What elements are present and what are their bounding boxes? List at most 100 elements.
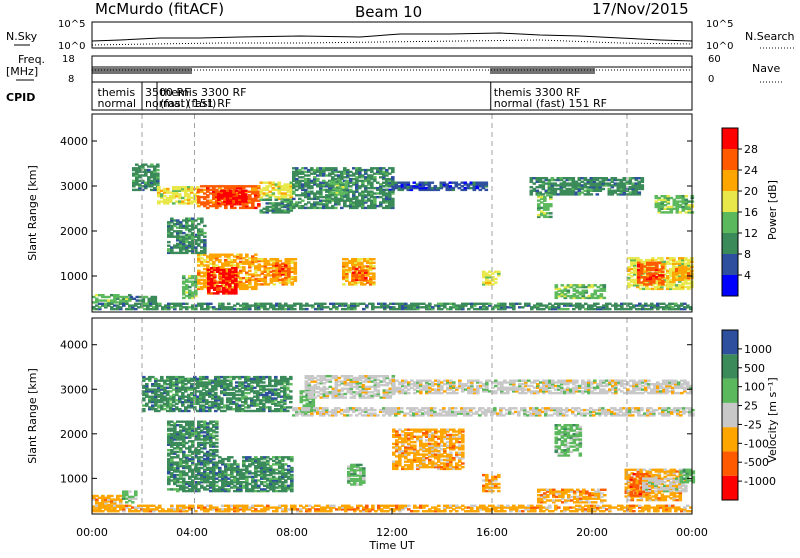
- echo-cell: [156, 164, 160, 166]
- echo-cell: [234, 278, 238, 280]
- echo-cell: [372, 262, 376, 264]
- echo-cell: [154, 296, 158, 298]
- echo-cell: [279, 260, 283, 262]
- echo-cell: [167, 241, 171, 243]
- echo-cell: [301, 200, 305, 202]
- freq-unit: [MHz]: [6, 65, 38, 78]
- echo-cell: [203, 225, 207, 227]
- echo-cell: [134, 498, 138, 500]
- echo-cell: [145, 383, 149, 385]
- echo-cell: [602, 188, 606, 190]
- echo-cell: [672, 257, 676, 259]
- echo-cell: [549, 194, 553, 196]
- echo-cell: [371, 303, 375, 305]
- nave-tick-top: 60: [708, 54, 721, 65]
- echo-cell: [196, 186, 200, 188]
- echo-cell: [182, 275, 186, 277]
- nsearch-tick-top: 10^5: [706, 19, 733, 30]
- echo-cell: [185, 303, 189, 305]
- echo-cell: [661, 271, 665, 273]
- echo-cell: [272, 192, 276, 194]
- echo-cell: [203, 236, 207, 238]
- echo-cell: [585, 290, 589, 292]
- echo-cell: [134, 490, 138, 492]
- echo-cell: [234, 283, 238, 285]
- echo-cell: [661, 263, 665, 265]
- echo-cell: [221, 303, 225, 305]
- echo-cell: [600, 293, 604, 295]
- nsky-line: [92, 33, 692, 41]
- beam-title: Beam 10: [355, 3, 422, 21]
- echo-cell: [638, 191, 642, 193]
- echo-cell: [254, 254, 258, 256]
- nsky-label: N.Sky: [6, 30, 38, 43]
- echo-cell: [131, 501, 135, 503]
- echo-cell: [158, 303, 162, 305]
- echo-cell: [345, 191, 349, 193]
- echo-cell: [623, 177, 627, 179]
- colorbar-segment: [722, 275, 738, 296]
- echo-cell: [200, 218, 204, 220]
- nave-tick-bottom: 0: [708, 74, 714, 85]
- date-title: 17/Nov/2015: [592, 0, 689, 18]
- echo-cell: [233, 460, 237, 462]
- echo-cell: [233, 207, 237, 209]
- echo-cell: [156, 169, 160, 171]
- echo-cell: [391, 198, 395, 200]
- freq-dense-block-a: [92, 68, 192, 74]
- cpid-entry-line2: (fast) 151 RF: [160, 97, 231, 110]
- echo-cell: [244, 193, 248, 195]
- echo-cell: [269, 199, 273, 201]
- echo-cell: [294, 258, 298, 260]
- nsearch-line: [92, 40, 692, 45]
- nave-label: Nave: [752, 62, 780, 75]
- power-ylabel: Slant Range [km]: [26, 165, 39, 261]
- echo-cell: [218, 467, 222, 469]
- echo-cell: [497, 271, 501, 273]
- echo-cell: [257, 185, 261, 187]
- colorbar-segment: [722, 191, 738, 212]
- echo-cell: [567, 290, 571, 292]
- echo-cell: [372, 258, 376, 260]
- echo-cell: [323, 303, 327, 305]
- echo-cell: [549, 216, 553, 218]
- echo-cell: [200, 228, 204, 230]
- nsky-tick-bottom: 10^0: [58, 41, 85, 52]
- echo-cell: [527, 303, 531, 305]
- nsky-tick-top: 10^5: [58, 19, 85, 30]
- echo-cell: [660, 257, 664, 259]
- colorbar-tick-label: 24: [744, 164, 758, 177]
- echo-cell: [485, 182, 489, 184]
- y-tick-label: 4000: [60, 135, 88, 148]
- echo-cell: [485, 189, 489, 191]
- echo-cell: [555, 284, 559, 286]
- echo-cell: [287, 263, 291, 265]
- nsearch-tick-bottom: 10^0: [706, 41, 733, 52]
- echo-cell: [590, 193, 594, 195]
- echo-cell: [364, 277, 368, 279]
- echo-cell: [549, 212, 553, 214]
- echo-cell: [294, 276, 298, 278]
- colorbar-segment: [722, 254, 738, 275]
- echo-cell: [334, 207, 338, 209]
- echo-cell: [685, 195, 689, 197]
- echo-cell: [110, 495, 114, 497]
- echo-cell: [157, 186, 161, 188]
- echo-cell: [596, 193, 600, 195]
- echo-cell: [549, 203, 553, 205]
- colorbar-tick-label: 20: [744, 185, 758, 198]
- nsky-panel: N.Sky 10^5 10^0 10^5 10^0 N.Search: [6, 19, 795, 52]
- echo-cell: [428, 303, 432, 305]
- echo-cell: [203, 232, 207, 234]
- echo-cell: [290, 467, 294, 469]
- echo-cell: [372, 281, 376, 283]
- echo-cell: [305, 308, 309, 310]
- echo-cell: [213, 274, 217, 276]
- freq-tick-bottom: 8: [68, 74, 74, 85]
- echo-cell: [431, 182, 435, 184]
- echo-cell: [641, 184, 645, 186]
